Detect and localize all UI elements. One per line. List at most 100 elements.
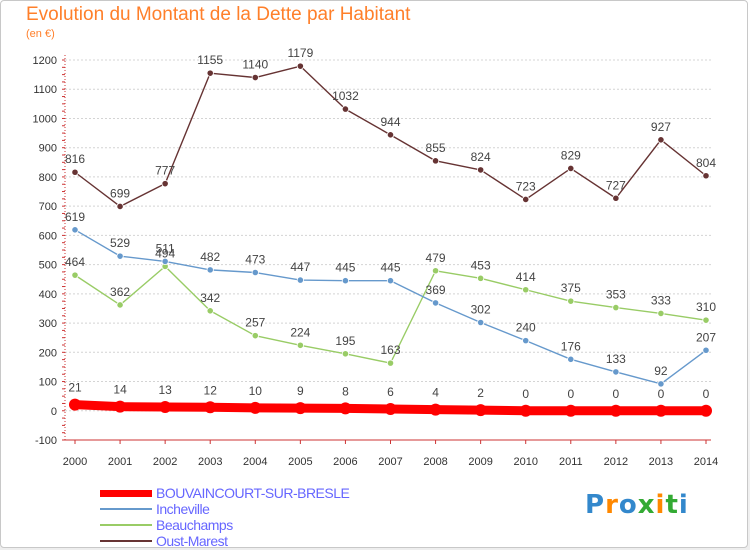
- data-point: [71, 271, 79, 279]
- x-tick-label: 2011: [559, 456, 583, 468]
- legend-label-oust-marest: Oust-Marest: [156, 533, 228, 549]
- x-tick-label: 2001: [108, 456, 132, 468]
- data-point: [702, 346, 710, 354]
- data-label: 176: [561, 339, 581, 353]
- legend-label-incheville: Incheville: [156, 501, 210, 517]
- data-label: 447: [290, 260, 310, 274]
- data-label: 445: [335, 261, 355, 275]
- data-label: 353: [606, 288, 626, 302]
- data-point: [296, 341, 304, 349]
- x-tick-label: 2005: [288, 456, 312, 468]
- data-point: [339, 402, 352, 415]
- data-point: [564, 404, 577, 417]
- data-point: [116, 252, 124, 260]
- data-label: 1179: [287, 46, 313, 60]
- data-point: [474, 404, 487, 417]
- legend: BOUVAINCOURT-SUR-BRESLE Incheville Beauc…: [100, 485, 500, 549]
- data-label: 14: [113, 383, 127, 397]
- data-label: 927: [651, 120, 671, 134]
- y-tick-label: 1200: [33, 55, 57, 67]
- data-point: [294, 402, 307, 415]
- y-tick-label: 900: [39, 143, 57, 155]
- axis-layer: -100010020030040050060070080090010001100…: [33, 55, 718, 468]
- data-label: 92: [654, 364, 668, 378]
- data-point: [71, 168, 79, 176]
- data-label: 375: [561, 281, 581, 295]
- data-point: [386, 131, 395, 139]
- y-tick-label: 0: [51, 406, 57, 418]
- data-label: 9: [297, 384, 304, 398]
- data-label: 8: [342, 384, 349, 398]
- data-point: [386, 277, 395, 285]
- data-point: [700, 404, 712, 417]
- data-point: [249, 401, 262, 414]
- legend-swatch-incheville: [100, 508, 152, 510]
- data-label: 473: [245, 253, 265, 267]
- data-point: [341, 350, 350, 358]
- data-label: 1032: [332, 89, 359, 103]
- brand-letter: t: [665, 490, 679, 520]
- data-point: [296, 276, 304, 284]
- data-label: 342: [200, 291, 220, 305]
- y-tick-label: -100: [35, 435, 57, 447]
- data-point: [341, 277, 350, 285]
- data-point: [567, 355, 575, 363]
- data-label: 10: [249, 384, 263, 398]
- data-point: [654, 404, 667, 417]
- data-label: 302: [471, 302, 491, 316]
- data-label: 699: [110, 186, 130, 200]
- data-point: [206, 69, 214, 77]
- data-point: [161, 180, 169, 188]
- data-point: [159, 400, 172, 413]
- data-label: 777: [155, 164, 175, 178]
- data-point: [657, 380, 665, 388]
- data-point: [431, 267, 440, 275]
- data-label: 453: [471, 258, 491, 272]
- data-label: 240: [516, 321, 536, 335]
- data-label: 163: [380, 343, 400, 357]
- legend-item-incheville: Incheville: [100, 501, 500, 517]
- data-label: 362: [110, 285, 130, 299]
- data-label: 944: [380, 115, 400, 129]
- data-label: 804: [696, 156, 716, 170]
- data-point: [567, 297, 575, 305]
- data-point: [522, 286, 530, 294]
- x-tick-label: 2008: [423, 456, 447, 468]
- data-label: 723: [516, 179, 536, 193]
- data-label: 224: [290, 325, 310, 339]
- data-label: 333: [651, 293, 671, 307]
- data-label: 0: [658, 387, 665, 401]
- x-tick-label: 2006: [333, 456, 357, 468]
- data-point: [612, 194, 620, 202]
- data-label: 829: [561, 148, 581, 162]
- data-point: [431, 157, 440, 165]
- data-label: 494: [155, 246, 175, 260]
- brand-letter: i: [678, 490, 689, 520]
- legend-item-oust-marest: Oust-Marest: [100, 533, 500, 549]
- data-label: 21: [68, 381, 82, 395]
- data-label: 727: [606, 178, 626, 192]
- x-tick-label: 2009: [468, 456, 492, 468]
- data-point: [251, 73, 259, 82]
- brand-letter: o: [618, 490, 638, 520]
- data-point: [341, 105, 350, 113]
- data-label: 816: [65, 152, 85, 166]
- data-label: 511: [156, 241, 175, 255]
- data-point: [657, 136, 665, 144]
- data-label: 207: [696, 330, 716, 344]
- data-label: 464: [65, 255, 85, 269]
- legend-label-beauchamps: Beauchamps: [156, 517, 233, 533]
- data-label: 6: [387, 385, 394, 399]
- data-label: 369: [426, 283, 446, 297]
- x-tick-label: 2012: [604, 456, 628, 468]
- y-tick-label: 100: [39, 377, 57, 389]
- data-label: 0: [567, 387, 574, 401]
- brand-letter: x: [637, 490, 656, 520]
- data-point: [251, 332, 259, 340]
- data-point: [116, 301, 124, 309]
- data-label: 0: [703, 387, 710, 401]
- data-label: 824: [471, 150, 491, 164]
